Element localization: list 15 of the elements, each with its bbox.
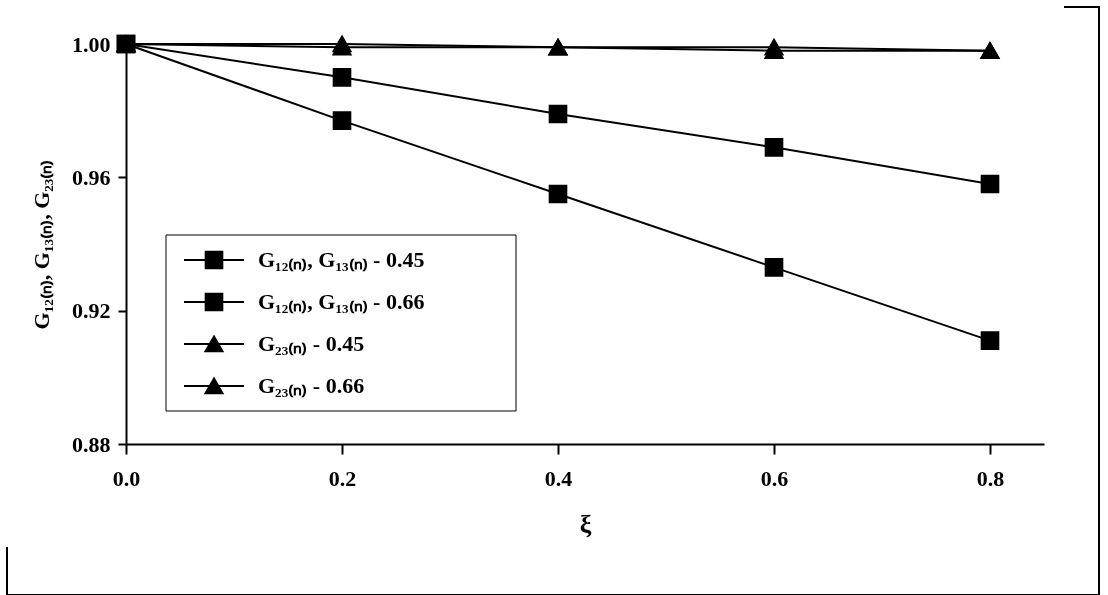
x-tick-label: 0.8 <box>976 465 1005 491</box>
legend-label: G₂₃₍ₙ₎ - 0.66 <box>258 373 365 398</box>
legend-label: G₁₂₍ₙ₎, G₁₃₍ₙ₎ - 0.66 <box>258 289 425 314</box>
y-tick-label: 1.00 <box>72 31 111 57</box>
y-axis-title: G₁₂₍ₙ₎, G₁₃₍ₙ₎, G₂₃₍ₙ₎ <box>29 159 54 330</box>
legend-label: G₂₃₍ₙ₎ - 0.45 <box>258 331 365 356</box>
y-tick-label: 0.88 <box>72 431 111 457</box>
x-tick-label: 0.2 <box>328 465 357 491</box>
x-tick-label: 0.6 <box>760 465 789 491</box>
y-tick-label: 0.92 <box>72 298 111 324</box>
legend-label: G₁₂₍ₙ₎, G₁₃₍ₙ₎ - 0.45 <box>258 247 425 272</box>
x-tick-label: 0.4 <box>544 465 573 491</box>
x-axis-title: ξ <box>579 509 592 539</box>
x-tick-label: 0.0 <box>112 465 141 491</box>
y-tick-label: 0.96 <box>72 164 111 190</box>
